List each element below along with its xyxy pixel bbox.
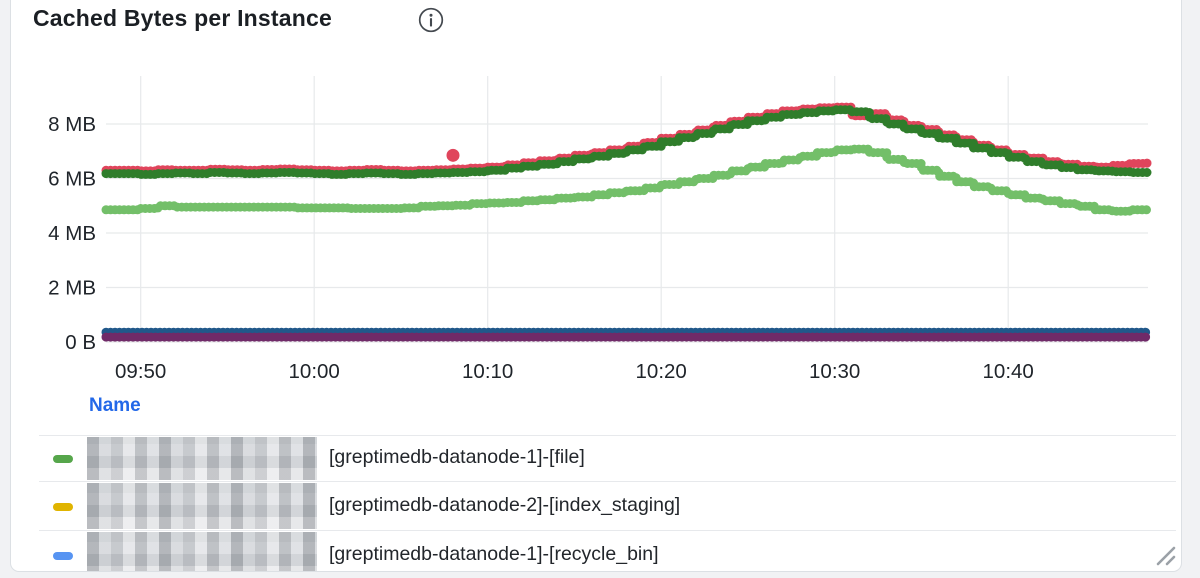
- y-tick-label: 4 MB: [48, 222, 96, 245]
- series-dark-green: [101, 105, 1152, 179]
- legend-row-divider: [39, 435, 1176, 436]
- legend-series-marker[interactable]: [53, 455, 73, 463]
- x-tick-label: 10:00: [289, 360, 340, 383]
- legend-row-divider: [39, 481, 1176, 482]
- x-tick-label: 10:20: [636, 360, 687, 383]
- x-tick-label: 10:30: [809, 360, 860, 383]
- legend-series-label[interactable]: [greptimedb-datanode-2]-[index_staging]: [329, 493, 681, 516]
- outlier-point: [446, 148, 460, 162]
- redacted-text-block: [87, 483, 317, 529]
- panel-resize-handle[interactable]: [1153, 543, 1177, 567]
- legend-row[interactable]: [greptimedb-datanode-2]-[index_staging]: [29, 481, 1176, 530]
- legend-series-label[interactable]: [greptimedb-datanode-1]-[file]: [329, 446, 585, 468]
- x-tick-label: 10:10: [462, 360, 513, 383]
- x-tick-label: 10:40: [983, 360, 1034, 383]
- y-tick-label: 8 MB: [48, 113, 96, 136]
- legend-row[interactable]: [greptimedb-datanode-1]-[recycle_bin]: [29, 530, 1176, 571]
- series-light-green: [101, 144, 1152, 216]
- panel-title: Cached Bytes per Instance: [33, 5, 333, 31]
- legend-series-marker[interactable]: [53, 551, 73, 560]
- redacted-text-block: [87, 532, 317, 571]
- chart-panel: Cached Bytes per Instance 0 B 2 MB 4 MB 6 M…: [10, 0, 1182, 572]
- legend-series-marker[interactable]: [53, 502, 73, 511]
- y-tick-label: 2 MB: [48, 277, 96, 300]
- legend-row[interactable]: [greptimedb-datanode-1]-[file]: [29, 435, 1176, 481]
- timeseries-chart[interactable]: 0 B 2 MB 4 MB 6 MB 8 MB 09:50 10:00 10:10 10:20 1…: [16, 61, 1176, 391]
- redacted-text-block: [87, 437, 317, 480]
- y-tick-label: 6 MB: [48, 168, 96, 191]
- x-tick-label: 09:50: [115, 360, 166, 383]
- legend-row-divider: [39, 530, 1176, 531]
- info-icon[interactable]: [418, 7, 444, 33]
- series-red: [101, 102, 1152, 176]
- legend-series-label[interactable]: [greptimedb-datanode-1]-[recycle_bin]: [329, 542, 659, 565]
- y-tick-label: 0 B: [65, 331, 96, 354]
- legend-name-header[interactable]: Name: [89, 395, 141, 416]
